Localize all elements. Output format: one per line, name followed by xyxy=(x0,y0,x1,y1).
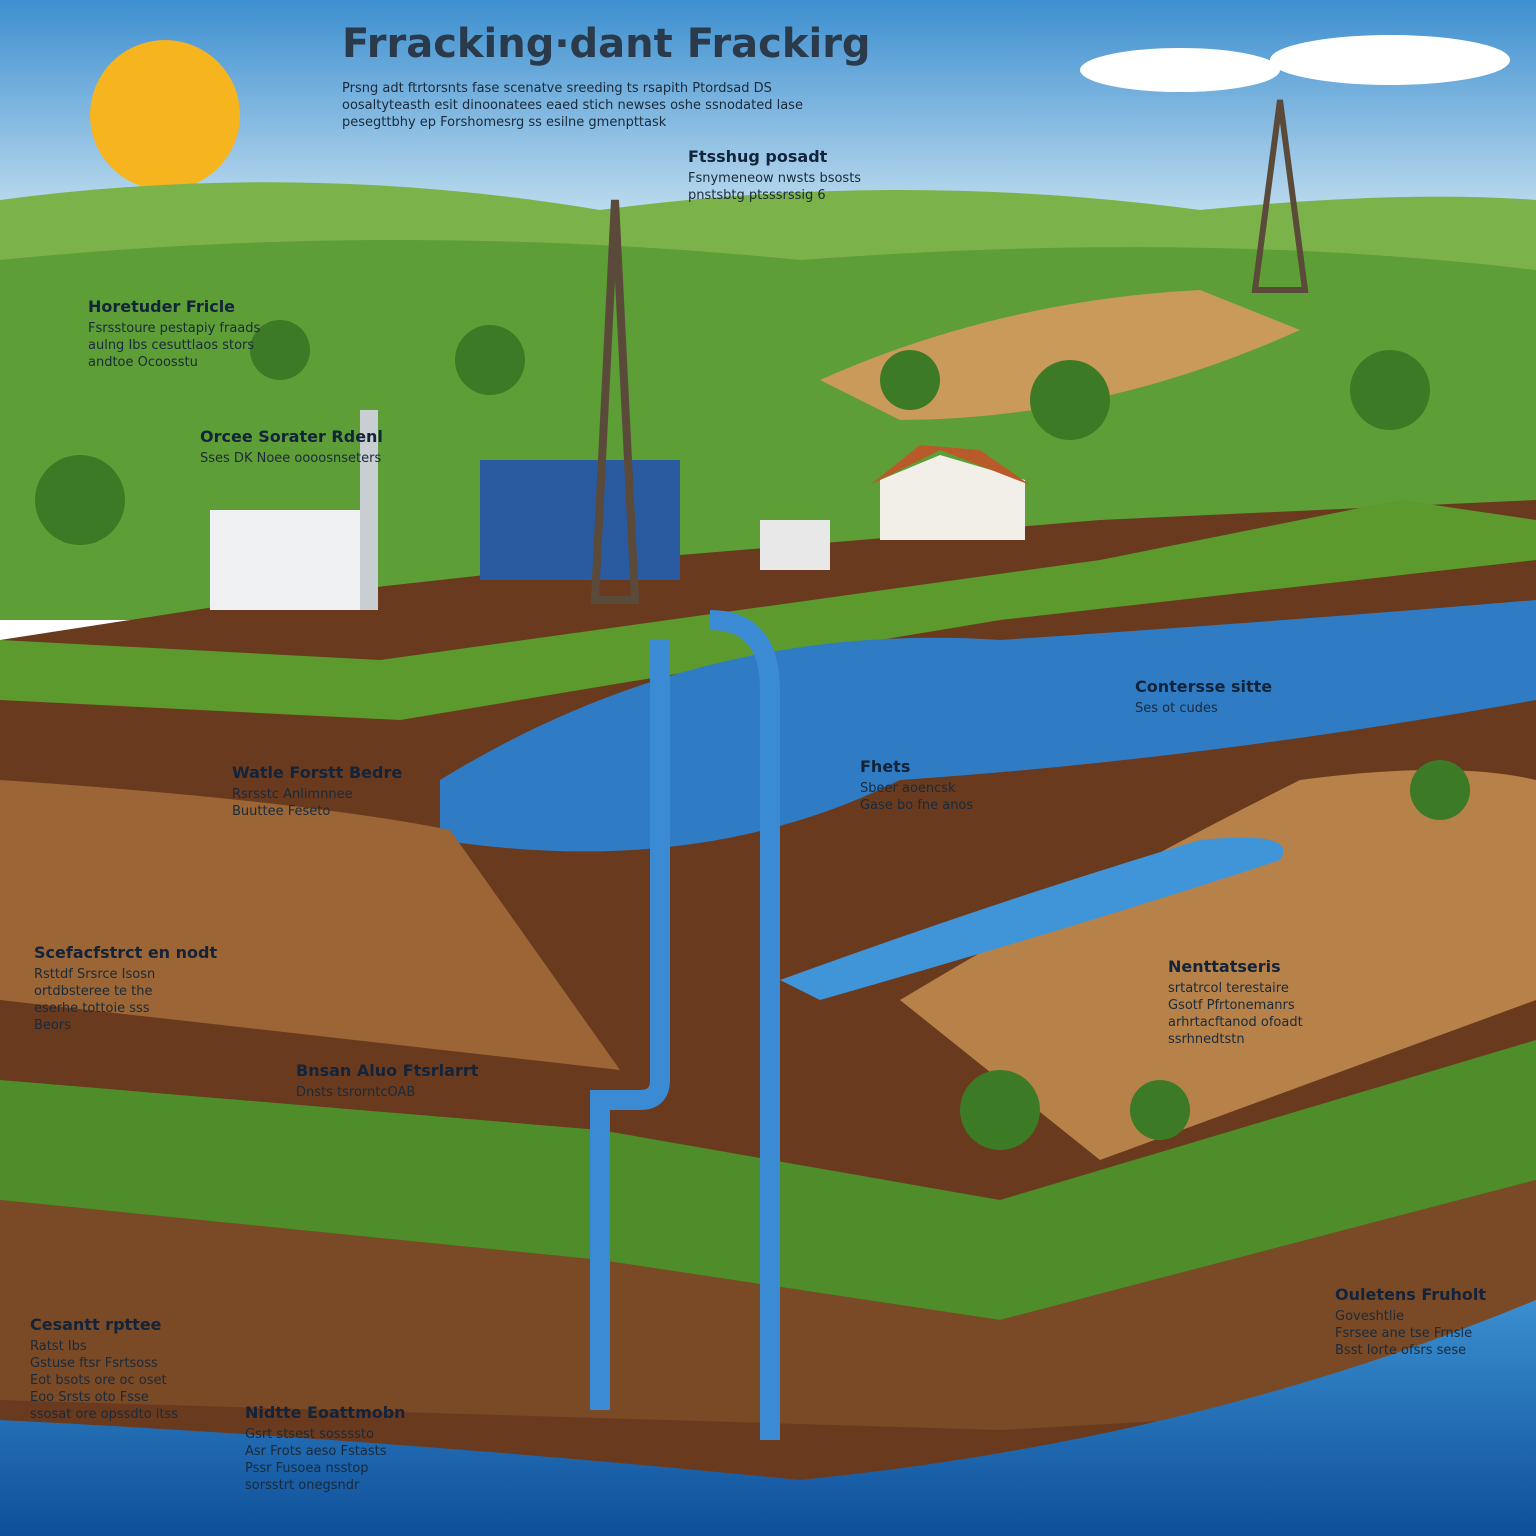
label-heading: Nenttatseris xyxy=(1168,957,1281,976)
labels: Prsng adt ftrtorsnts fase scenatve sreed… xyxy=(30,81,1486,1493)
label-line: arhrtacftanod ofoadt xyxy=(1168,1015,1303,1030)
label-line: Gstuse ftsr Fsrtsoss xyxy=(30,1356,158,1371)
label-line: Buuttee Feseto xyxy=(232,804,330,819)
label-line: eserhe tottoie sss xyxy=(34,1001,150,1016)
label-line: Ses ot cudes xyxy=(1135,701,1218,716)
label-line: oosaltyteasth esit dinoonatees eaed stic… xyxy=(342,98,803,113)
label-heading: Bnsan Aluo Ftsrlarrt xyxy=(296,1061,479,1080)
label-line: Gase bo fne anos xyxy=(860,798,973,813)
label-line: Dnsts tsrorntcOAB xyxy=(296,1085,415,1100)
label-heading: Cesantt rpttee xyxy=(30,1315,162,1334)
label-heading: Ftsshug posadt xyxy=(688,147,828,166)
label-line: Prsng adt ftrtorsnts fase scenatve sreed… xyxy=(342,81,772,96)
label-heading: Watle Forstt Bedre xyxy=(232,763,402,782)
label-line: Eoo Srsts oto Fsse xyxy=(30,1390,149,1405)
label-line: Eot bsots ore oc oset xyxy=(30,1373,167,1388)
label-line: Rsttdf Srsrce Isosn xyxy=(34,967,155,982)
label-line: Fsrsee ane tse Frnsle xyxy=(1335,1326,1472,1341)
label-heading: Orcee Sorater Rdenl xyxy=(200,427,383,446)
label-line: Rsrsstc Anlimnnee xyxy=(232,787,353,802)
label-line: sorsstrt onegsndr xyxy=(245,1478,360,1493)
label-line: Fsnymeneow nwsts bsosts xyxy=(688,171,861,186)
label-line: Goveshtlie xyxy=(1335,1309,1404,1324)
label-line: Asr Frots aeso Fstasts xyxy=(245,1444,387,1459)
label-heading: Ouletens Fruholt xyxy=(1335,1285,1486,1304)
label-line: Sbeer aoencsk xyxy=(860,781,956,796)
label-heading: Fhets xyxy=(860,757,910,776)
label-line: ssosat ore opssdto itss xyxy=(30,1407,178,1422)
label-line: Ratst Ibs xyxy=(30,1339,87,1354)
label-line: Fsrsstoure pestapiy fraads xyxy=(88,321,261,336)
label-line: srtatrcol terestaire xyxy=(1168,981,1289,996)
label-heading: Contersse sitte xyxy=(1135,677,1272,696)
label-line: andtoe Ocoosstu xyxy=(88,355,198,370)
label-heading: Scefacfstrct en nodt xyxy=(34,943,217,962)
label-line: aulng Ibs cesuttlaos stors xyxy=(88,338,254,353)
label-line: Gsrt stsest sossssto xyxy=(245,1427,374,1442)
label-line: Sses DK Noee oooosnseters xyxy=(200,451,381,466)
label-heading: Horetuder Fricle xyxy=(88,297,235,316)
label-line: Pssr Fusoea nsstop xyxy=(245,1461,369,1476)
title: Frracking·dant Frackirg xyxy=(342,21,871,67)
label-line: pesegttbhy ep Forshomesrg ss esilne gmen… xyxy=(342,115,667,130)
label-line: ssrhnedtstn xyxy=(1168,1032,1245,1047)
label-line: ortdbsteree te the xyxy=(34,984,153,999)
label-line: Gsotf Pfrtonemanrs xyxy=(1168,998,1295,1013)
label-heading: Nidtte Eoattmobn xyxy=(245,1403,406,1422)
label-line: Bsst Iorte ofsrs sese xyxy=(1335,1343,1466,1358)
label-line: Beors xyxy=(34,1018,71,1033)
label-line: pnstsbtg ptsssrssig 6 xyxy=(688,188,826,203)
